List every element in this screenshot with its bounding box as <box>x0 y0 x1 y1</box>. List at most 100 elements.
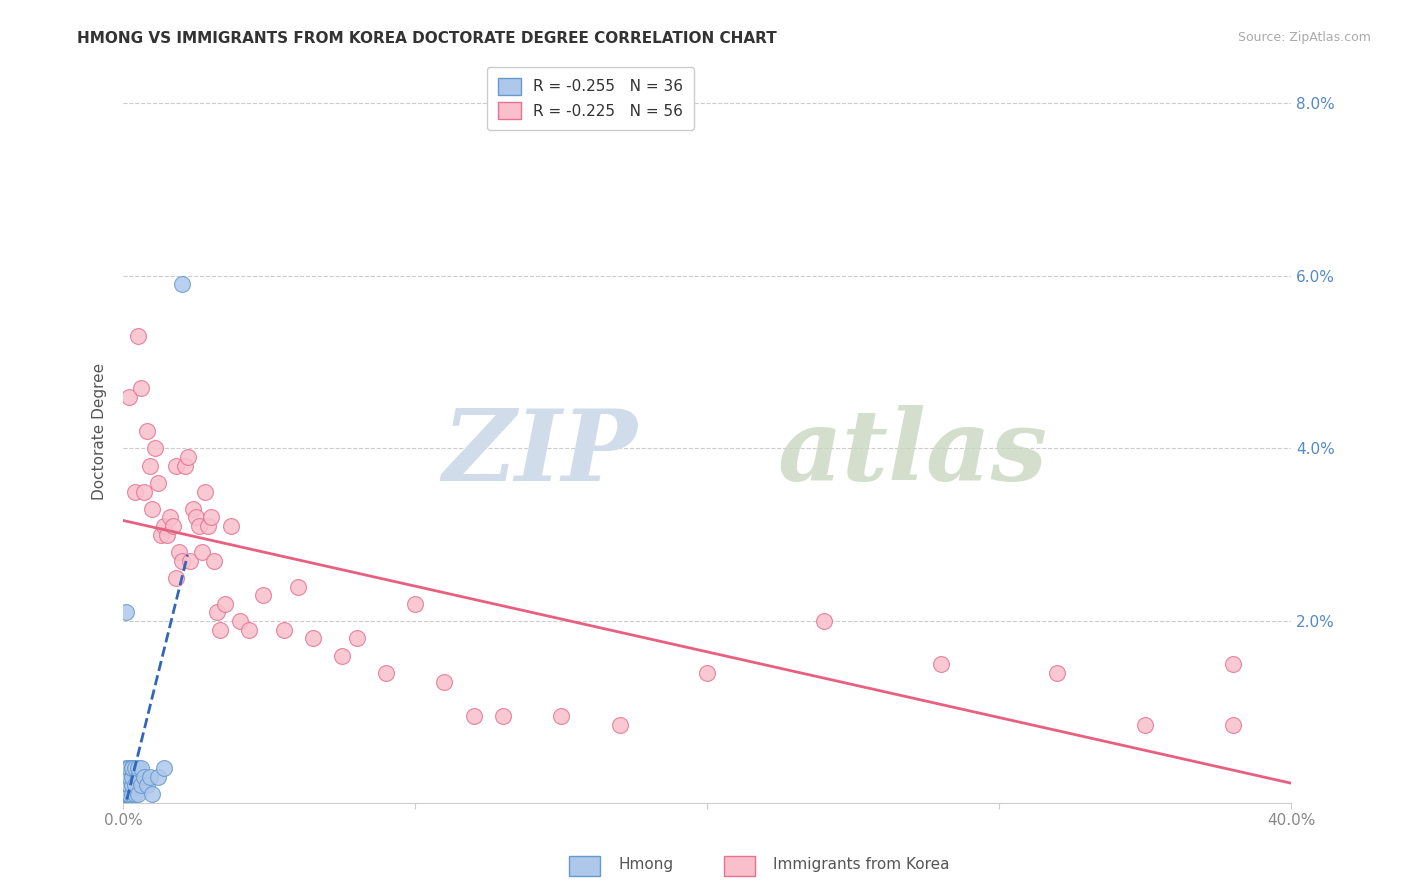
Point <box>156 527 179 541</box>
Point <box>404 597 426 611</box>
Point <box>132 484 155 499</box>
Point <box>115 606 138 620</box>
Point <box>273 623 295 637</box>
Point <box>330 648 353 663</box>
Point <box>115 787 138 801</box>
Point <box>550 709 572 723</box>
Point <box>118 390 141 404</box>
Point <box>696 665 718 680</box>
Text: atlas: atlas <box>778 405 1047 501</box>
Point <box>127 770 149 784</box>
Point <box>145 442 167 456</box>
Point <box>302 632 325 646</box>
Point <box>124 761 146 775</box>
Point <box>159 510 181 524</box>
Point <box>205 606 228 620</box>
Point <box>141 787 163 801</box>
Point <box>214 597 236 611</box>
Point <box>221 519 243 533</box>
Point <box>118 761 141 775</box>
Point <box>183 501 205 516</box>
Point <box>124 787 146 801</box>
Text: Hmong: Hmong <box>619 857 673 872</box>
Point <box>238 623 260 637</box>
Text: ZIP: ZIP <box>441 405 637 501</box>
Point <box>129 778 152 792</box>
Point <box>170 277 193 292</box>
Point <box>433 674 456 689</box>
Point <box>375 665 398 680</box>
Point <box>165 458 187 473</box>
Point <box>170 554 193 568</box>
Point <box>179 554 201 568</box>
Point <box>115 761 138 775</box>
Point <box>129 761 152 775</box>
Point <box>118 787 141 801</box>
Point <box>1046 665 1069 680</box>
Point <box>118 778 141 792</box>
Point <box>129 381 152 395</box>
Point <box>124 778 146 792</box>
Point <box>135 778 157 792</box>
Point <box>118 787 141 801</box>
Point <box>1222 657 1244 672</box>
Point <box>197 519 219 533</box>
Text: Immigrants from Korea: Immigrants from Korea <box>773 857 950 872</box>
Point <box>162 519 184 533</box>
Point <box>148 475 170 490</box>
Point <box>346 632 368 646</box>
Point <box>132 770 155 784</box>
Text: Source: ZipAtlas.com: Source: ZipAtlas.com <box>1237 31 1371 45</box>
Legend: R = -0.255   N = 36, R = -0.225   N = 56: R = -0.255 N = 36, R = -0.225 N = 56 <box>486 67 693 129</box>
Point <box>252 588 274 602</box>
Point <box>229 614 252 628</box>
Point <box>165 571 187 585</box>
Point <box>1133 718 1156 732</box>
Point <box>115 787 138 801</box>
Point <box>153 519 176 533</box>
Point <box>121 761 143 775</box>
Point <box>191 545 214 559</box>
Point <box>118 778 141 792</box>
Point <box>112 787 135 801</box>
Point <box>127 329 149 343</box>
Point <box>813 614 835 628</box>
Point <box>138 458 160 473</box>
Point <box>609 718 631 732</box>
Point <box>173 458 195 473</box>
Point <box>115 787 138 801</box>
Point <box>112 787 135 801</box>
Point <box>121 787 143 801</box>
Point <box>135 424 157 438</box>
Point <box>1222 718 1244 732</box>
Point <box>127 787 149 801</box>
Point <box>200 510 222 524</box>
Point <box>127 761 149 775</box>
Point <box>463 709 485 723</box>
Point <box>121 778 143 792</box>
Point <box>202 554 225 568</box>
Point <box>124 484 146 499</box>
Text: HMONG VS IMMIGRANTS FROM KOREA DOCTORATE DEGREE CORRELATION CHART: HMONG VS IMMIGRANTS FROM KOREA DOCTORATE… <box>77 31 778 46</box>
Point <box>176 450 198 464</box>
Point <box>121 770 143 784</box>
Point <box>148 770 170 784</box>
Point <box>194 484 217 499</box>
Point <box>115 770 138 784</box>
Point <box>186 510 208 524</box>
Point <box>150 527 173 541</box>
Point <box>138 770 160 784</box>
Point <box>121 761 143 775</box>
Point <box>167 545 190 559</box>
Point <box>118 770 141 784</box>
Point <box>118 761 141 775</box>
Point <box>287 580 309 594</box>
Point <box>492 709 515 723</box>
Y-axis label: Doctorate Degree: Doctorate Degree <box>93 362 107 500</box>
Point <box>929 657 952 672</box>
Point <box>153 761 176 775</box>
Point <box>141 501 163 516</box>
Point <box>208 623 231 637</box>
Point <box>188 519 211 533</box>
Point <box>115 778 138 792</box>
